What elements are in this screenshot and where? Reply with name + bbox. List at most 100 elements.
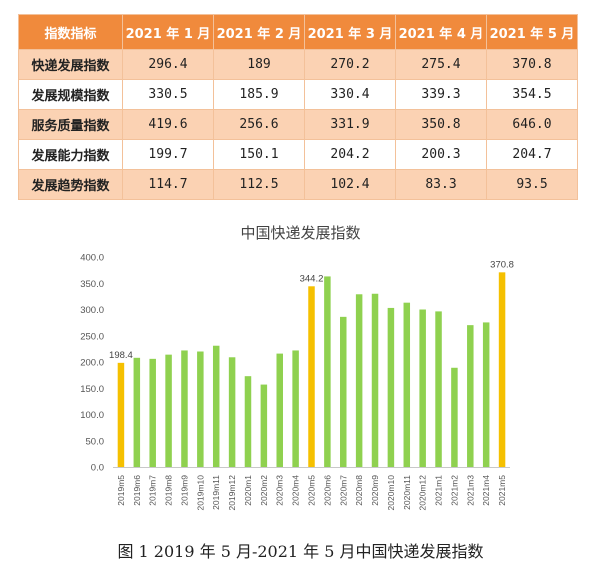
bar [133, 357, 141, 467]
y-tick-label: 50.0 [86, 436, 105, 447]
row-label: 发展规模指数 [18, 79, 123, 110]
bar [197, 351, 204, 467]
table-cell: 83.3 [395, 169, 487, 200]
table-header-row: 指数指标 2021 年 1 月 2021 年 2 月 2021 年 3 月 20… [18, 14, 578, 50]
x-tick-label: 2020m2 [259, 475, 269, 506]
bar [260, 384, 268, 467]
bar [165, 354, 172, 467]
y-tick-label: 300.0 [80, 305, 104, 316]
y-tick-label: 250.0 [80, 331, 104, 342]
bar-chart: 0.0 50.0 100.0 150.0 200.0 250.0 300.0 350.0 400… [80, 253, 514, 511]
table-cell: 350.8 [395, 109, 487, 140]
table-cell: 296.4 [122, 49, 214, 80]
y-tick-label: 400.0 [80, 253, 104, 264]
x-tick-label: 2021m3 [465, 475, 475, 506]
table-cell: 646.0 [486, 109, 578, 140]
bar [244, 376, 252, 467]
x-tick-label: 2020m12 [418, 475, 428, 511]
x-tick-label: 2020m11 [402, 475, 412, 510]
table-cell: 256.6 [213, 109, 305, 140]
y-tick-label: 0.0 [91, 463, 104, 474]
column-header: 2021 年 3 月 [304, 14, 396, 50]
chart-title: 中国快递发展指数 [240, 224, 361, 242]
bar [181, 350, 188, 467]
x-tick-label: 2020m7 [338, 475, 348, 506]
row-label: 服务质量指数 [18, 109, 123, 140]
table-corner-header: 指数指标 [18, 14, 123, 50]
bar [324, 276, 331, 467]
y-tick-label: 100.0 [80, 410, 104, 421]
table-cell: 114.7 [122, 169, 214, 200]
x-tick-label: 2020m10 [386, 475, 396, 511]
x-tick-label: 2019m6 [132, 475, 142, 506]
row-label: 发展趋势指数 [18, 169, 123, 200]
data-label: 344.2 [300, 273, 324, 284]
bar [340, 316, 347, 467]
table-cell: 200.3 [395, 139, 487, 170]
table-cell: 354.5 [486, 79, 578, 110]
bar [482, 322, 490, 467]
x-tick-label: 2019m10 [195, 475, 205, 511]
table-cell: 93.5 [486, 169, 578, 200]
table-cell: 199.7 [122, 139, 214, 170]
x-tick-label: 2021m5 [497, 475, 507, 506]
table-cell: 275.4 [395, 49, 487, 80]
row-label: 发展能力指数 [18, 139, 123, 170]
bar [419, 309, 426, 467]
x-tick-label: 2020m6 [322, 475, 332, 506]
bar [371, 293, 379, 467]
table-row: 发展规模指数 330.5 185.9 330.4 339.3 354.5 [18, 79, 578, 110]
column-header: 2021 年 5 月 [486, 14, 578, 50]
bar [435, 311, 442, 467]
table-cell: 189 [213, 49, 305, 80]
x-tick-label: 2021m4 [481, 475, 491, 506]
bar [467, 325, 474, 467]
table-row: 发展趋势指数 114.7 112.5 102.4 83.3 93.5 [18, 169, 578, 200]
column-header: 2021 年 4 月 [395, 14, 487, 50]
table-cell: 150.1 [213, 139, 305, 170]
figure-caption: 图 1 2019 年 5 月-2021 年 5 月中国快递发展指数 [117, 542, 484, 561]
table-cell: 270.2 [304, 49, 396, 80]
table-cell: 419.6 [122, 109, 214, 140]
x-tick-label: 2019m8 [164, 475, 174, 506]
table-row: 快递发展指数 296.4 189 270.2 275.4 370.8 [18, 49, 578, 80]
bar [117, 362, 125, 467]
table-row: 发展能力指数 199.7 150.1 204.2 200.3 204.7 [18, 139, 578, 170]
table-cell: 330.5 [122, 79, 214, 110]
table-cell: 112.5 [213, 169, 305, 200]
y-tick-label: 150.0 [80, 384, 104, 395]
x-tick-label: 2020m9 [370, 475, 380, 506]
bar [308, 286, 315, 467]
x-tick-label: 2019m5 [116, 475, 126, 506]
bar [451, 367, 458, 467]
x-tick-label: 2021m2 [449, 475, 459, 506]
data-label: 370.8 [490, 259, 514, 270]
bar [276, 353, 283, 467]
bar [403, 302, 411, 467]
bar [292, 350, 299, 467]
table-cell: 204.7 [486, 139, 578, 170]
index-table: 指数指标 2021 年 1 月 2021 年 2 月 2021 年 3 月 20… [18, 14, 578, 200]
row-label: 快递发展指数 [18, 49, 123, 80]
table-row: 服务质量指数 419.6 256.6 331.9 350.8 646.0 [18, 109, 578, 140]
x-tick-label: 2019m12 [227, 475, 237, 511]
x-tick-label: 2020m4 [291, 475, 301, 506]
x-tick-label: 2020m8 [354, 475, 364, 506]
x-tick-label: 2020m3 [275, 475, 285, 506]
x-tick-label: 2020m1 [243, 475, 253, 506]
table-cell: 331.9 [304, 109, 396, 140]
bar [387, 307, 395, 467]
data-label: 198.4 [109, 350, 133, 361]
bar [498, 272, 506, 467]
x-tick-label: 2019m11 [211, 475, 221, 510]
bar [228, 357, 236, 467]
y-tick-label: 350.0 [80, 279, 104, 290]
bar [212, 345, 220, 467]
table-cell: 102.4 [304, 169, 396, 200]
x-tick-label: 2019m7 [148, 475, 158, 506]
bar [149, 358, 156, 467]
x-tick-label: 2021m1 [434, 475, 444, 506]
table-cell: 185.9 [213, 79, 305, 110]
y-tick-label: 200.0 [80, 358, 104, 369]
bar [355, 294, 363, 467]
